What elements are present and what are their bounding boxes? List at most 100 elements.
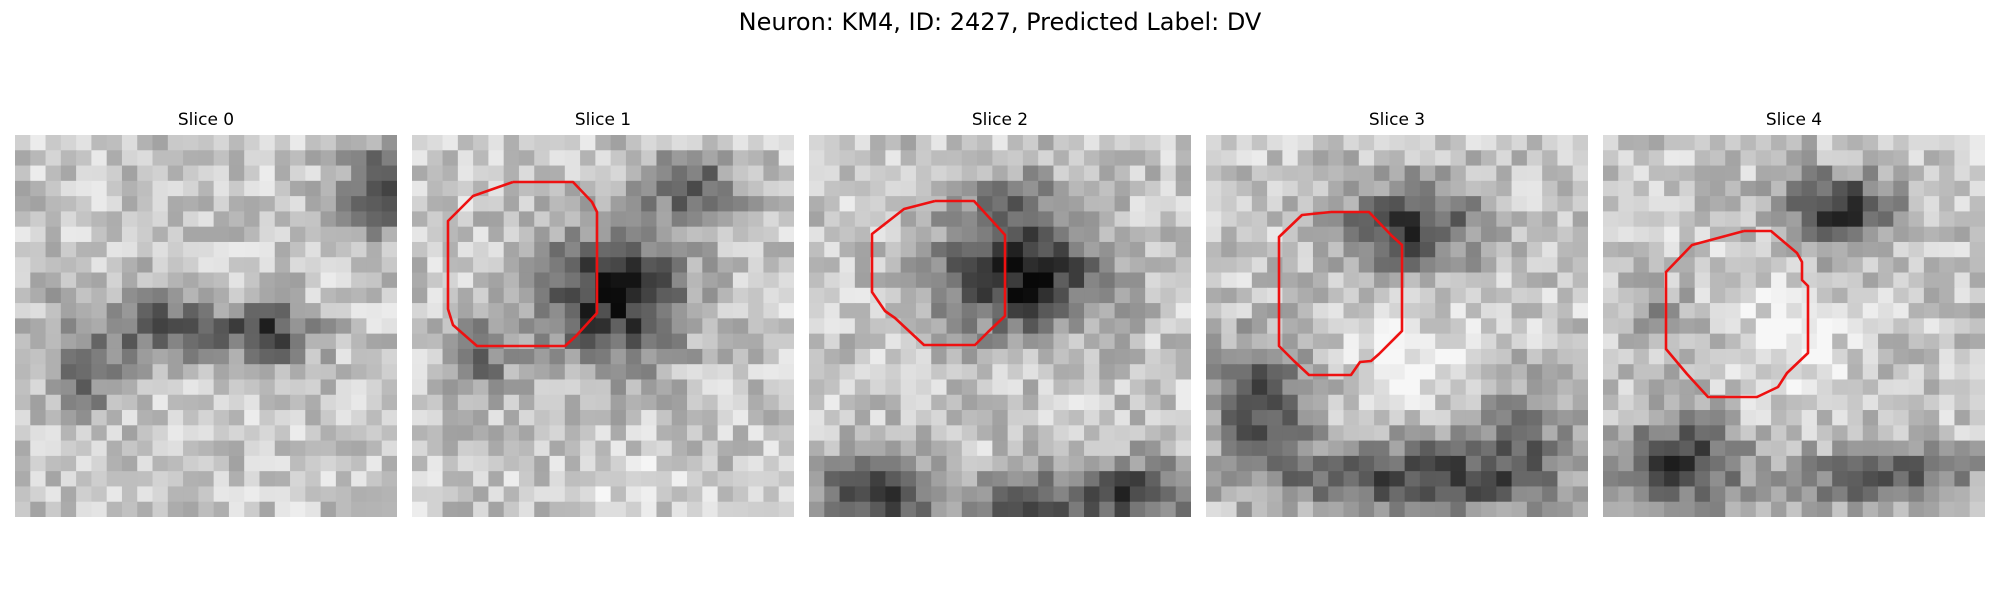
image-pixel (1404, 180, 1421, 197)
image-pixel (30, 165, 47, 182)
image-pixel (1725, 501, 1742, 517)
image-pixel (1740, 440, 1757, 457)
image-pixel (1114, 196, 1131, 212)
image-pixel (885, 226, 902, 243)
image-pixel (1847, 486, 1864, 503)
image-pixel (15, 180, 31, 197)
image-pixel (1893, 364, 1910, 381)
image-pixel (961, 333, 978, 350)
image-pixel (1129, 394, 1146, 411)
image-pixel (290, 348, 306, 365)
image-pixel (717, 471, 734, 488)
image-pixel (198, 257, 215, 274)
image-pixel (1633, 196, 1650, 212)
image-pixel (854, 394, 871, 411)
image-pixel (1648, 364, 1665, 381)
image-pixel (427, 455, 444, 472)
image-pixel (366, 455, 383, 472)
image-pixel (778, 180, 794, 197)
image-pixel (732, 455, 749, 472)
image-pixel (351, 394, 368, 411)
image-pixel (351, 486, 368, 503)
image-pixel (1648, 394, 1665, 411)
image-pixel (76, 486, 92, 503)
image-pixel (1068, 394, 1085, 411)
image-pixel (1648, 150, 1665, 167)
image-pixel (1206, 211, 1222, 228)
image-pixel (274, 501, 291, 517)
image-pixel (259, 440, 276, 457)
image-pixel (121, 226, 138, 243)
image-pixel (809, 379, 825, 396)
image-pixel (1923, 455, 1940, 472)
image-pixel (259, 394, 276, 411)
image-pixel (381, 394, 397, 411)
image-pixel (625, 287, 642, 304)
image-pixel (687, 318, 703, 335)
image-pixel (1175, 364, 1191, 381)
image-pixel (412, 333, 428, 350)
image-pixel (1206, 196, 1222, 212)
image-pixel (1832, 287, 1849, 304)
image-pixel (183, 379, 199, 396)
image-pixel (1206, 440, 1222, 457)
image-pixel (717, 303, 734, 319)
image-pixel (1343, 440, 1360, 457)
image-pixel (45, 425, 62, 442)
image-pixel (1801, 455, 1818, 472)
image-pixel (1923, 257, 1940, 274)
image-pixel (1618, 257, 1635, 274)
image-pixel (167, 501, 184, 517)
image-pixel (518, 196, 535, 212)
roi-outline (1277, 210, 1404, 377)
image-pixel (30, 196, 47, 212)
image-pixel (732, 348, 749, 365)
image-pixel (1969, 196, 1985, 212)
image-pixel (1847, 425, 1864, 442)
image-pixel (1862, 150, 1879, 167)
image-pixel (1038, 425, 1055, 442)
image-pixel (763, 379, 780, 396)
image-pixel (1862, 379, 1879, 396)
image-pixel (870, 425, 886, 442)
image-pixel (1771, 180, 1787, 197)
image-pixel (1709, 364, 1726, 381)
image-pixel (1816, 287, 1833, 304)
image-pixel (641, 410, 658, 426)
image-pixel (1251, 257, 1268, 274)
image-pixel (1801, 135, 1818, 151)
image-pixel (1007, 211, 1024, 228)
image-pixel (1038, 211, 1055, 228)
image-pixel (1389, 425, 1406, 442)
image-pixel (351, 471, 368, 488)
image-pixel (1084, 272, 1100, 289)
image-pixel (1450, 272, 1467, 289)
image-pixel (977, 180, 993, 197)
image-pixel (1007, 135, 1024, 151)
image-pixel (687, 257, 703, 274)
image-pixel (610, 226, 627, 243)
image-pixel (1572, 165, 1588, 182)
image-pixel (625, 211, 642, 228)
image-pixel (1648, 135, 1665, 151)
image-pixel (1419, 180, 1436, 197)
image-pixel (30, 226, 47, 243)
image-pixel (1526, 150, 1543, 167)
image-pixel (488, 440, 505, 457)
image-pixel (1251, 364, 1268, 381)
image-pixel (274, 135, 291, 151)
image-pixel (1450, 318, 1467, 335)
image-pixel (870, 379, 886, 396)
image-pixel (1557, 272, 1574, 289)
image-pixel (1297, 196, 1314, 212)
image-pixel (1923, 303, 1940, 319)
image-pixel (198, 364, 215, 381)
image-pixel (427, 501, 444, 517)
image-pixel (1068, 379, 1085, 396)
image-pixel (1419, 410, 1436, 426)
image-pixel (1358, 150, 1375, 167)
image-pixel (305, 135, 322, 151)
image-pixel (748, 196, 765, 212)
image-pixel (839, 287, 856, 304)
image-pixel (1251, 486, 1268, 503)
